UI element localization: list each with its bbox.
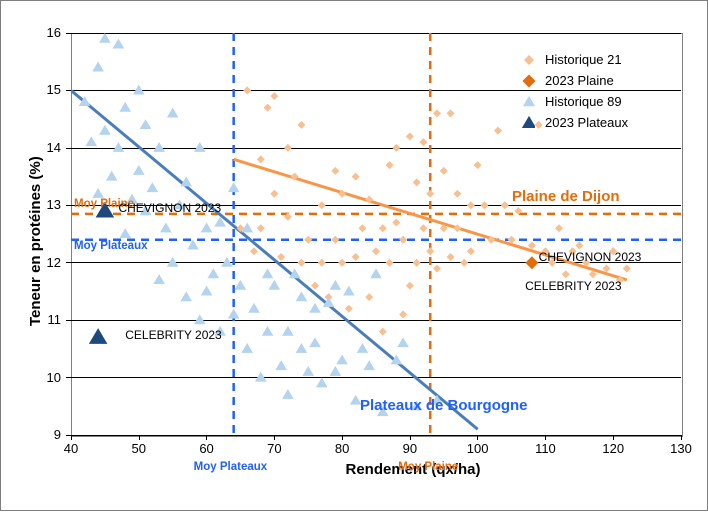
x-tick-label: 80 <box>330 441 354 456</box>
y-tick-label: 13 <box>47 197 61 212</box>
legend-item-hist21: Historique 21 <box>521 49 628 70</box>
region-label-plateau: Plateaux de Bourgogne <box>360 397 528 414</box>
y-tick-label: 11 <box>48 312 62 327</box>
y-tick-label: 10 <box>47 370 61 385</box>
annotation-2: CHEVIGNON 2023 <box>539 250 642 264</box>
diamond-icon <box>521 52 535 68</box>
legend-label: 2023 Plateaux <box>545 115 628 130</box>
moy-label-plateaux-y: Moy Plateaux <box>74 240 148 252</box>
y-gridline <box>71 320 681 321</box>
y-gridline <box>71 435 681 436</box>
chart-frame: Historique 21 2023 Plaine Historique 89 202… <box>0 0 708 511</box>
legend-item-plaine23: 2023 Plaine <box>521 70 628 91</box>
triangle-icon <box>521 115 535 131</box>
diamond-icon <box>521 73 535 89</box>
y-tick-label: 9 <box>54 427 61 442</box>
legend: Historique 21 2023 Plaine Historique 89 202… <box>521 49 628 133</box>
legend-label: Historique 21 <box>545 52 622 67</box>
annotation-0: CHEVIGNON 2023 <box>118 201 221 215</box>
annotation-1: CELEBRITY 2023 <box>125 328 222 342</box>
region-label-plaine: Plaine de Dijon <box>512 188 620 205</box>
y-axis-label: Teneur en protéines (%) <box>27 157 44 327</box>
x-tick-label: 60 <box>195 441 219 456</box>
legend-label: 2023 Plaine <box>545 73 614 88</box>
x-tick-label: 70 <box>262 441 286 456</box>
moy-label-plaine-x: Moy Plaine <box>398 461 458 473</box>
y-gridline <box>71 148 681 149</box>
y-tick-label: 14 <box>47 140 61 155</box>
legend-item-hist89: Historique 89 <box>521 91 628 112</box>
x-tick-label: 110 <box>533 441 557 456</box>
y-tick-label: 12 <box>47 255 61 270</box>
annotation-3: CELEBRITY 2023 <box>525 279 622 293</box>
y-tick-label: 15 <box>47 82 61 97</box>
moy-label-plateaux-x: Moy Plateaux <box>194 461 268 473</box>
triangle-icon <box>521 94 535 110</box>
y-tick-label: 16 <box>47 25 61 40</box>
x-tick-label: 50 <box>127 441 151 456</box>
x-tick-label: 120 <box>601 441 625 456</box>
y-gridline <box>71 33 681 34</box>
x-tick-label: 40 <box>59 441 83 456</box>
x-tick-label: 90 <box>398 441 422 456</box>
x-tick-label: 100 <box>466 441 490 456</box>
legend-label: Historique 89 <box>545 94 622 109</box>
y-gridline <box>71 377 681 378</box>
y-gridline <box>71 90 681 91</box>
x-tick-label: 130 <box>669 441 693 456</box>
legend-item-plateau23: 2023 Plateaux <box>521 112 628 133</box>
